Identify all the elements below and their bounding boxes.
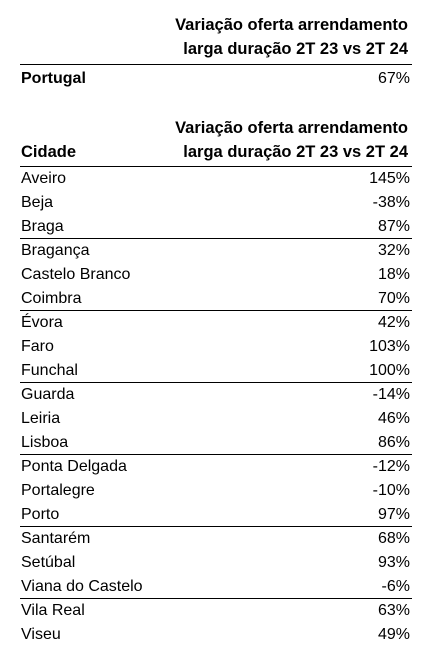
city-value: 18% [377,266,410,283]
city-name: Porto [21,506,60,523]
city-value: 63% [377,602,410,619]
table-row: Ponta Delgada -12% [21,455,412,479]
table-row: Portalegre -10% [21,479,412,503]
table-row: Santarém 68% [21,527,412,551]
city-name: Braga [21,218,64,235]
group-divider [20,454,412,455]
table-row: Castelo Branco 18% [21,263,412,287]
city-name: Lisboa [21,434,69,451]
city-name: Beja [21,194,54,211]
national-column-header: Variação oferta arrendamento larga duraç… [175,13,408,61]
group-divider [20,310,412,311]
table-row: Lisboa 86% [21,431,412,455]
table-row: Setúbal 93% [21,551,412,575]
national-row: Portugal 67% [21,67,412,91]
city-name: Viana do Castelo [21,578,143,595]
city-name: Coimbra [21,290,82,307]
table-row: Coimbra 70% [21,287,412,311]
city-name: Castelo Branco [21,266,131,283]
group-divider [20,382,412,383]
city-name: Guarda [21,386,75,403]
city-value: 100% [369,362,410,379]
city-value: 87% [377,218,410,235]
city-value: 42% [377,314,410,331]
city-value: 97% [377,506,410,523]
city-name: Faro [21,338,54,355]
group-divider [20,598,412,599]
table-row: Viseu 49% [21,623,412,647]
city-column-label: Cidade [21,143,77,161]
national-row-value: 67% [377,70,410,87]
city-name: Aveiro [21,170,67,187]
national-header-line-1: Variação oferta arrendamento [175,16,408,34]
city-header-line-1: Variação oferta arrendamento [175,119,408,137]
city-name: Bragança [21,242,90,259]
city-value: 46% [377,410,410,427]
city-value: -6% [381,578,410,595]
city-value: -12% [372,458,410,475]
table-row: Faro 103% [21,335,412,359]
group-divider [20,238,412,239]
city-value: 86% [377,434,410,451]
table-row: Vila Real 63% [21,599,412,623]
city-name: Évora [21,314,63,331]
city-name: Setúbal [21,554,76,571]
city-value: -14% [372,386,410,403]
table-row: Funchal 100% [21,359,412,383]
table-row: Bragança 32% [21,239,412,263]
city-value: -10% [372,482,410,499]
city-value: 68% [377,530,410,547]
national-header-rule [20,64,412,65]
city-value: 103% [369,338,410,355]
city-value: -38% [372,194,410,211]
city-name: Ponta Delgada [21,458,127,475]
city-name: Portalegre [21,482,95,499]
table-row: Beja -38% [21,191,412,215]
table-row: Braga 87% [21,215,412,239]
city-name: Santarém [21,530,91,547]
national-row-label: Portugal [21,70,86,87]
city-value: 49% [377,626,410,643]
table-row: Aveiro 145% [21,167,412,191]
city-header-rule [20,166,412,167]
city-name: Funchal [21,362,78,379]
city-name: Vila Real [21,602,85,619]
table-row: Guarda -14% [21,383,412,407]
table-row: Évora 42% [21,311,412,335]
table-row: Porto 97% [21,503,412,527]
city-value: 32% [377,242,410,259]
city-value: 70% [377,290,410,307]
table-row: Leiria 46% [21,407,412,431]
city-value: 93% [377,554,410,571]
city-column-header: Variação oferta arrendamento larga duraç… [175,116,408,164]
city-name: Leiria [21,410,61,427]
group-divider [20,526,412,527]
city-header-row: Cidade [21,140,412,164]
city-header-line-2: larga duração 2T 23 vs 2T 24 [183,143,408,161]
table-row: Viana do Castelo -6% [21,575,412,599]
national-header-line-2: larga duração 2T 23 vs 2T 24 [183,40,408,58]
city-name: Viseu [21,626,61,643]
city-value: 145% [369,170,410,187]
